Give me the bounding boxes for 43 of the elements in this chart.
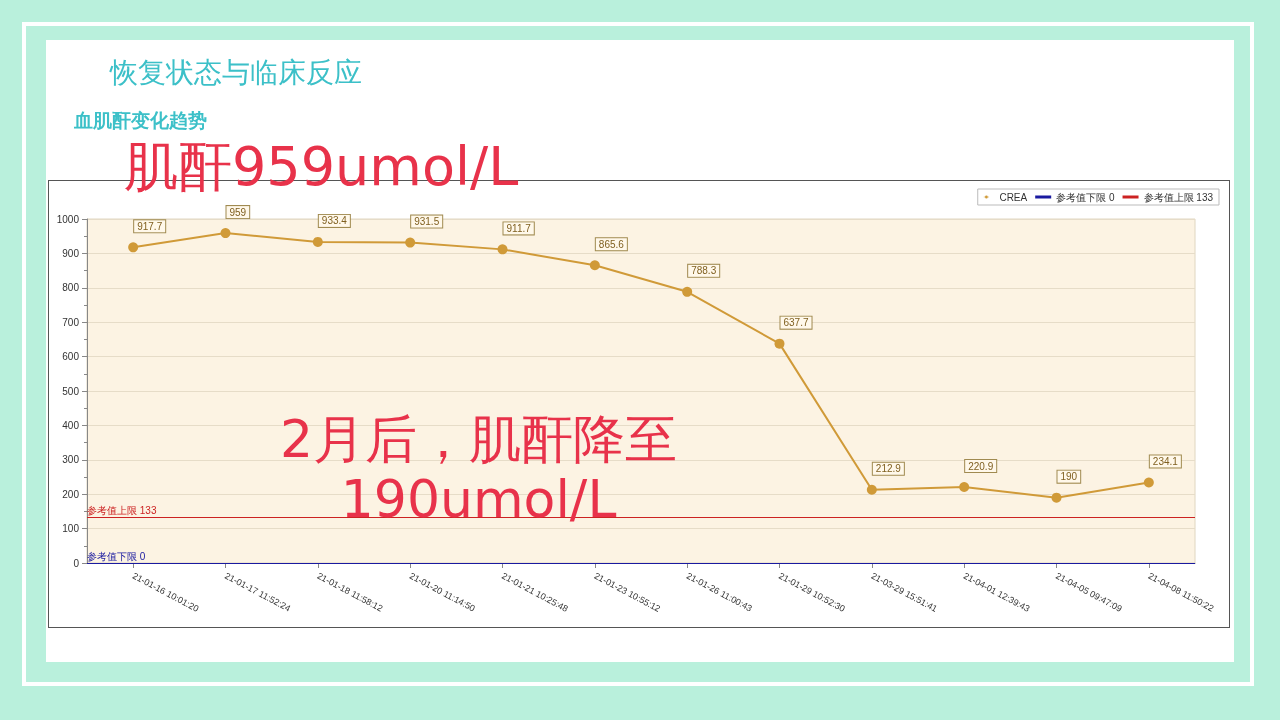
y-tick-label: 200 (62, 488, 80, 500)
point (682, 286, 693, 297)
point (589, 260, 600, 271)
data-label: 788.3 (691, 265, 717, 277)
y-tick-label: 700 (62, 316, 80, 328)
data-label: 917.7 (137, 220, 163, 232)
data-label: 933.4 (321, 215, 348, 227)
point (959, 482, 970, 493)
ref-line-label: 参考值上限 133 (87, 504, 157, 516)
point (774, 338, 785, 349)
point (497, 244, 508, 255)
data-label: 959 (229, 206, 247, 218)
y-tick-label: 100 (62, 523, 80, 535)
point (220, 228, 231, 239)
data-label: 637.7 (783, 317, 809, 329)
y-tick-label: 0 (73, 557, 80, 569)
y-tick-label: 900 (62, 247, 80, 259)
y-tick-label: 400 (62, 419, 80, 431)
chart-title: 恢复状态与临床反应 (110, 55, 362, 91)
y-tick-label: 300 (62, 454, 80, 466)
point (1051, 492, 1062, 503)
text: 参考值上限 133 (1143, 191, 1214, 203)
data-label: 911.7 (506, 222, 532, 234)
point (128, 242, 139, 253)
data-label: 234.1 (1152, 455, 1179, 467)
data-label: 190 (1060, 471, 1078, 483)
y-tick-label: 800 (62, 282, 80, 294)
legend-label: CREA (999, 191, 1028, 203)
point (312, 236, 323, 247)
point (866, 484, 877, 495)
ref-line-label: 参考值下限 0 (87, 550, 146, 562)
point (1143, 477, 1154, 488)
data-label: 931.5 (414, 216, 440, 228)
point (405, 237, 416, 248)
y-tick-label: 1000 (56, 213, 80, 225)
annotation: 2月后，肌酐降至 190umol/L (280, 409, 678, 530)
data-label: 865.6 (598, 238, 625, 250)
chart-subtitle: 血肌酐变化趋势 (74, 108, 207, 133)
y-tick-label: 600 (62, 351, 80, 363)
data-label: 212.9 (875, 463, 902, 475)
y-tick-label: 500 (62, 385, 80, 397)
data-label: 220.9 (968, 460, 994, 472)
text: 参考值下限 0 (1056, 191, 1115, 203)
